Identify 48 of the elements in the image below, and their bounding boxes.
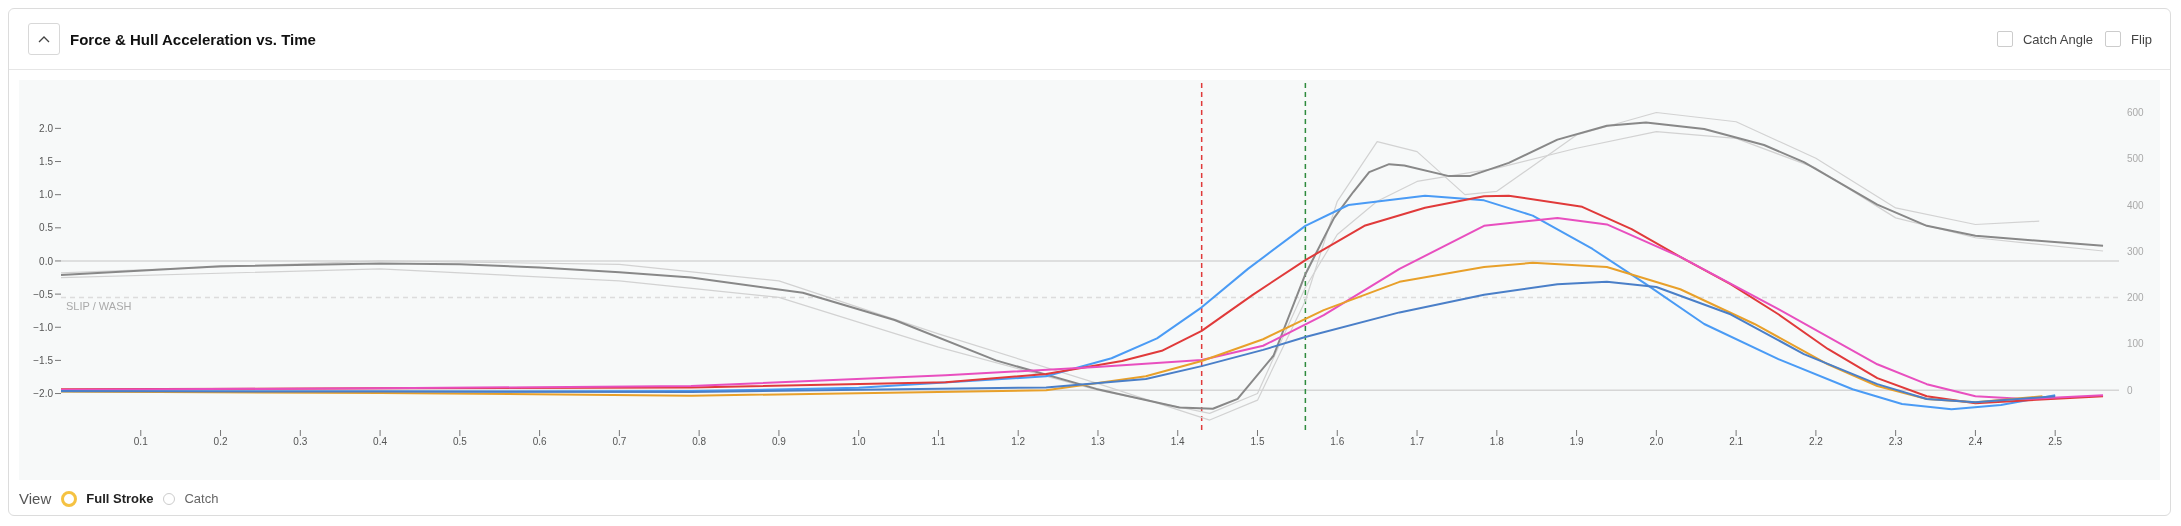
text: Catch — [184, 491, 219, 506]
x-tick-label: 0.8 — [692, 436, 707, 448]
x-tick-label: 0.6 — [532, 436, 547, 448]
text: Full Stroke — [86, 491, 154, 506]
y-tick-label: 1.5 — [39, 156, 54, 168]
x-tick-label: 2.4 — [1968, 436, 1983, 448]
x-tick-label: 0.2 — [213, 436, 228, 448]
y-tick-label: −1.0 — [33, 321, 54, 333]
y-tick-label: −2.0 — [33, 388, 54, 400]
x-tick-label: 1.7 — [1410, 436, 1425, 448]
text: Flip — [2131, 31, 2152, 47]
y2-tick-label: 500 — [2127, 153, 2145, 165]
y-tick-label: 0.0 — [39, 255, 54, 267]
x-tick-label: 2.3 — [1888, 436, 1904, 448]
x-tick-label: 1.3 — [1091, 436, 1106, 448]
y-tick-label: −1.5 — [33, 354, 54, 366]
x-tick-label: 1.4 — [1170, 436, 1186, 448]
y2-tick-label: 200 — [2127, 292, 2145, 304]
y2-tick-label: 400 — [2127, 199, 2145, 211]
x-tick-label: 1.5 — [1250, 436, 1265, 448]
y2-tick-label: 0 — [2127, 384, 2133, 396]
x-tick-label: 2.2 — [1808, 436, 1824, 448]
y-tick-label: 0.5 — [39, 222, 54, 234]
y-tick-label: −0.5 — [33, 288, 54, 300]
x-tick-label: 1.8 — [1489, 436, 1505, 448]
y2-tick-label: 100 — [2127, 338, 2145, 350]
text: View — [19, 490, 52, 507]
y-tick-label: 2.0 — [39, 122, 54, 134]
x-tick-label: 0.5 — [452, 436, 468, 448]
x-tick-label: 1.2 — [1011, 436, 1026, 448]
x-tick-label: 1.0 — [851, 436, 867, 448]
chart-title: Force & Hull Acceleration vs. Time — [70, 30, 316, 48]
x-tick-label: 1.6 — [1330, 436, 1345, 448]
x-tick-label: 2.5 — [2048, 436, 2063, 448]
y-tick-label: 1.0 — [39, 189, 54, 201]
x-tick-label: 2.0 — [1649, 436, 1664, 448]
y2-tick-label: 300 — [2127, 245, 2145, 257]
x-tick-label: 0.1 — [133, 436, 149, 448]
x-tick-label: 0.4 — [373, 436, 388, 448]
text: Catch Angle — [2022, 31, 2094, 47]
x-tick-label: 2.1 — [1729, 436, 1744, 448]
x-tick-label: 0.9 — [771, 436, 787, 448]
x-tick-label: 0.7 — [612, 436, 627, 448]
x-tick-label: 0.3 — [293, 436, 308, 448]
x-tick-label: 1.9 — [1569, 436, 1584, 448]
x-tick-label: 1.1 — [931, 436, 946, 448]
y2-tick-label: 600 — [2127, 106, 2145, 118]
ref-line-label: SLIP / WASH — [66, 300, 132, 313]
